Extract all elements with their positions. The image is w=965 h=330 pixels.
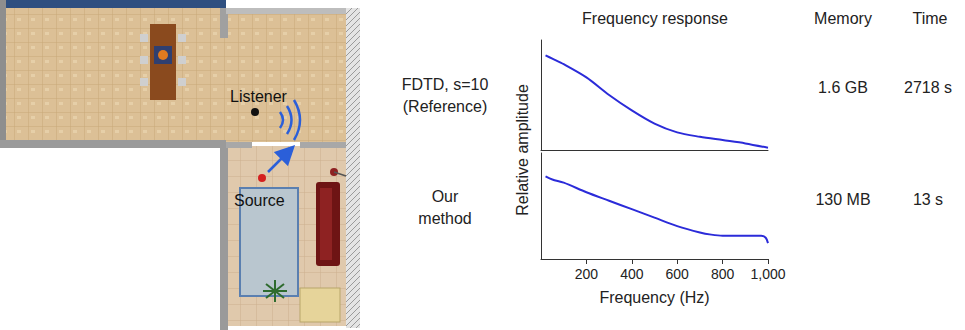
svg-text:1.6 GB: 1.6 GB bbox=[818, 79, 868, 96]
svg-text:Listener: Listener bbox=[230, 88, 288, 105]
svg-text:Our: Our bbox=[432, 188, 459, 205]
svg-text:1,000: 1,000 bbox=[750, 266, 785, 282]
svg-text:Frequency (Hz): Frequency (Hz) bbox=[599, 289, 709, 306]
svg-text:Frequency response: Frequency response bbox=[582, 10, 728, 27]
svg-text:200: 200 bbox=[575, 266, 599, 282]
svg-text:400: 400 bbox=[620, 266, 644, 282]
svg-text:Memory: Memory bbox=[814, 10, 872, 27]
svg-text:Source: Source bbox=[234, 192, 285, 209]
svg-text:Time: Time bbox=[913, 10, 948, 27]
svg-text:800: 800 bbox=[711, 266, 735, 282]
svg-text:(Reference): (Reference) bbox=[403, 98, 487, 115]
svg-text:2718 s: 2718 s bbox=[904, 79, 952, 96]
svg-text:130 MB: 130 MB bbox=[815, 191, 870, 208]
svg-text:600: 600 bbox=[666, 266, 690, 282]
svg-text:13 s: 13 s bbox=[913, 191, 943, 208]
svg-text:Relative amplitude: Relative amplitude bbox=[514, 84, 531, 216]
svg-text:FDTD, s=10: FDTD, s=10 bbox=[402, 76, 489, 93]
svg-text:method: method bbox=[418, 210, 471, 227]
